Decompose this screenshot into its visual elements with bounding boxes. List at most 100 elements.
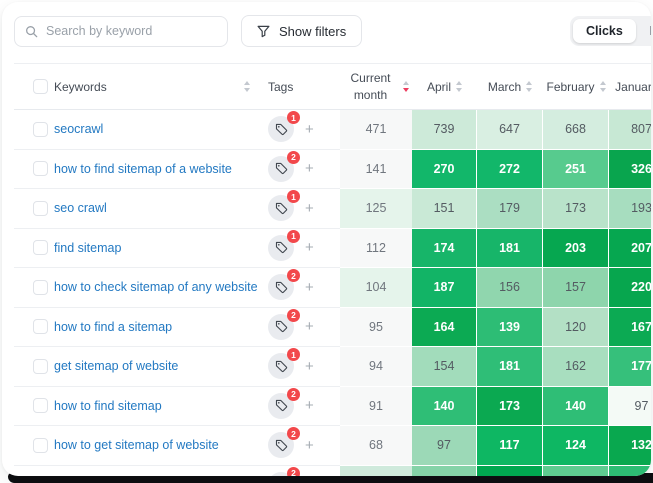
sort-icon-march[interactable] [526, 81, 533, 92]
january-header-label: January [615, 79, 651, 94]
row-checkbox[interactable] [33, 161, 48, 177]
select-all-checkbox[interactable] [33, 79, 48, 94]
keyword-link[interactable]: how to find sitemap of a website [54, 161, 232, 176]
tag-chip[interactable]: 2 [268, 387, 300, 419]
table-body: seocrawl 1 + 471 739 647 668 807 how to … [14, 110, 651, 476]
month-cell-february: 251 [543, 149, 609, 189]
column-header-current-month[interactable]: Current month [340, 70, 412, 102]
row-checkbox[interactable] [33, 240, 48, 256]
tag-chip[interactable]: 2 [268, 269, 300, 301]
tag-chip[interactable]: 1 [268, 229, 300, 261]
month-cell-february: 157 [543, 268, 609, 308]
month-cell-april [412, 465, 477, 476]
tag-icon [275, 400, 287, 412]
column-header-keywords[interactable]: Keywords [54, 80, 258, 94]
month-cell-march: 173 [477, 386, 543, 426]
tag-chip[interactable]: 1 [268, 111, 300, 143]
current-month-cell [340, 465, 412, 476]
current-month-cell: 68 [340, 426, 412, 466]
keyword-link[interactable]: how to get sitemap of website [54, 438, 219, 453]
month-cell-march: 181 [477, 228, 543, 268]
table-row: how to find a sitemap 2 + 95 164 139 120… [14, 307, 651, 347]
month-cell-january: 207 [609, 228, 651, 268]
row-checkbox[interactable] [33, 398, 48, 414]
month-cell-january [609, 465, 651, 476]
keywords-header-label: Keywords [54, 79, 107, 94]
tag-count-badge: 2 [287, 466, 300, 476]
month-cell-march: 272 [477, 149, 543, 189]
table-row: seocrawl 1 + 471 739 647 668 807 [14, 110, 651, 150]
toggle-option-impressions[interactable]: Impressions [648, 24, 651, 38]
table-row: how to get sitemap of website 2 + 68 97 … [14, 426, 651, 466]
month-cell-april: 187 [412, 268, 477, 308]
add-tag-button[interactable]: + [305, 278, 314, 296]
column-header-april[interactable]: April [412, 80, 477, 94]
month-cell-january: 193 [609, 189, 651, 229]
month-cell-january: 326 [609, 149, 651, 189]
table-row: find sitemap 1 + 112 174 181 203 207 [14, 228, 651, 268]
add-tag-button[interactable]: + [305, 239, 314, 257]
month-cell-march [477, 465, 543, 476]
keyword-link[interactable]: how to find a sitemap [54, 319, 173, 334]
month-cell-february: 162 [543, 347, 609, 387]
add-tag-button[interactable]: + [305, 160, 314, 178]
window-bottom-edge [8, 473, 653, 483]
table-row: get sitemap of website 1 + 94 154 181 16… [14, 347, 651, 387]
column-header-february[interactable]: February [543, 80, 609, 94]
tag-chip[interactable]: 2 [268, 308, 300, 340]
row-checkbox[interactable] [33, 358, 48, 374]
table-row: 2 + [14, 465, 651, 476]
tag-chip[interactable]: 2 [268, 150, 300, 182]
show-filters-button[interactable]: Show filters [241, 15, 363, 47]
sort-icon-april[interactable] [456, 81, 462, 92]
metric-toggle: Clicks Impressions [570, 16, 651, 46]
row-checkbox[interactable] [33, 121, 48, 137]
tag-icon [275, 281, 287, 293]
add-tag-button[interactable]: + [305, 199, 314, 217]
month-cell-february: 203 [543, 228, 609, 268]
row-checkbox[interactable] [33, 279, 48, 295]
row-checkbox[interactable] [33, 437, 48, 453]
sort-icon-current-month[interactable] [402, 81, 409, 92]
month-cell-march: 647 [477, 110, 543, 150]
tag-chip[interactable]: 1 [268, 190, 300, 222]
row-checkbox[interactable] [33, 319, 48, 335]
tags-header-label: Tags [268, 79, 294, 94]
search-input[interactable]: Search by keyword [14, 15, 228, 47]
column-header-january[interactable]: January [609, 80, 651, 94]
sort-icon-keywords[interactable] [244, 81, 250, 92]
keyword-link[interactable]: seo crawl [54, 201, 107, 216]
add-tag-button[interactable]: + [305, 318, 314, 336]
month-cell-april: 97 [412, 426, 477, 466]
toggle-option-clicks[interactable]: Clicks [573, 19, 636, 43]
month-cell-april: 140 [412, 386, 477, 426]
keyword-link[interactable]: how to check sitemap of any website [54, 280, 258, 295]
month-cell-april: 154 [412, 347, 477, 387]
tag-chip[interactable]: 1 [268, 348, 300, 380]
keyword-link[interactable]: seocrawl [54, 122, 104, 137]
current-month-cell: 95 [340, 307, 412, 347]
add-tag-button[interactable]: + [305, 120, 314, 138]
keyword-link[interactable]: get sitemap of website [54, 359, 179, 374]
add-tag-button[interactable]: + [305, 436, 314, 454]
tag-count-badge: 1 [287, 348, 300, 362]
keyword-link[interactable]: find sitemap [54, 240, 122, 255]
tag-chip[interactable]: 2 [268, 427, 300, 459]
keyword-link[interactable]: how to find sitemap [54, 398, 162, 413]
month-cell-february: 668 [543, 110, 609, 150]
current-month-cell: 91 [340, 386, 412, 426]
month-cell-january: 97 [609, 386, 651, 426]
table-row: seo crawl 1 + 125 151 179 173 193 [14, 189, 651, 229]
april-header-label: April [426, 79, 451, 94]
table-row: how to find sitemap of a website 2 + 141… [14, 149, 651, 189]
column-header-march[interactable]: March [477, 80, 543, 94]
month-cell-march: 117 [477, 426, 543, 466]
add-tag-button[interactable]: + [305, 397, 314, 415]
add-tag-button[interactable]: + [305, 357, 314, 375]
month-cell-february: 124 [543, 426, 609, 466]
row-checkbox[interactable] [33, 200, 48, 216]
tag-chip[interactable]: 2 [268, 466, 300, 476]
tag-icon [275, 202, 287, 214]
sort-icon-february[interactable] [599, 81, 606, 92]
tag-icon [275, 439, 287, 451]
